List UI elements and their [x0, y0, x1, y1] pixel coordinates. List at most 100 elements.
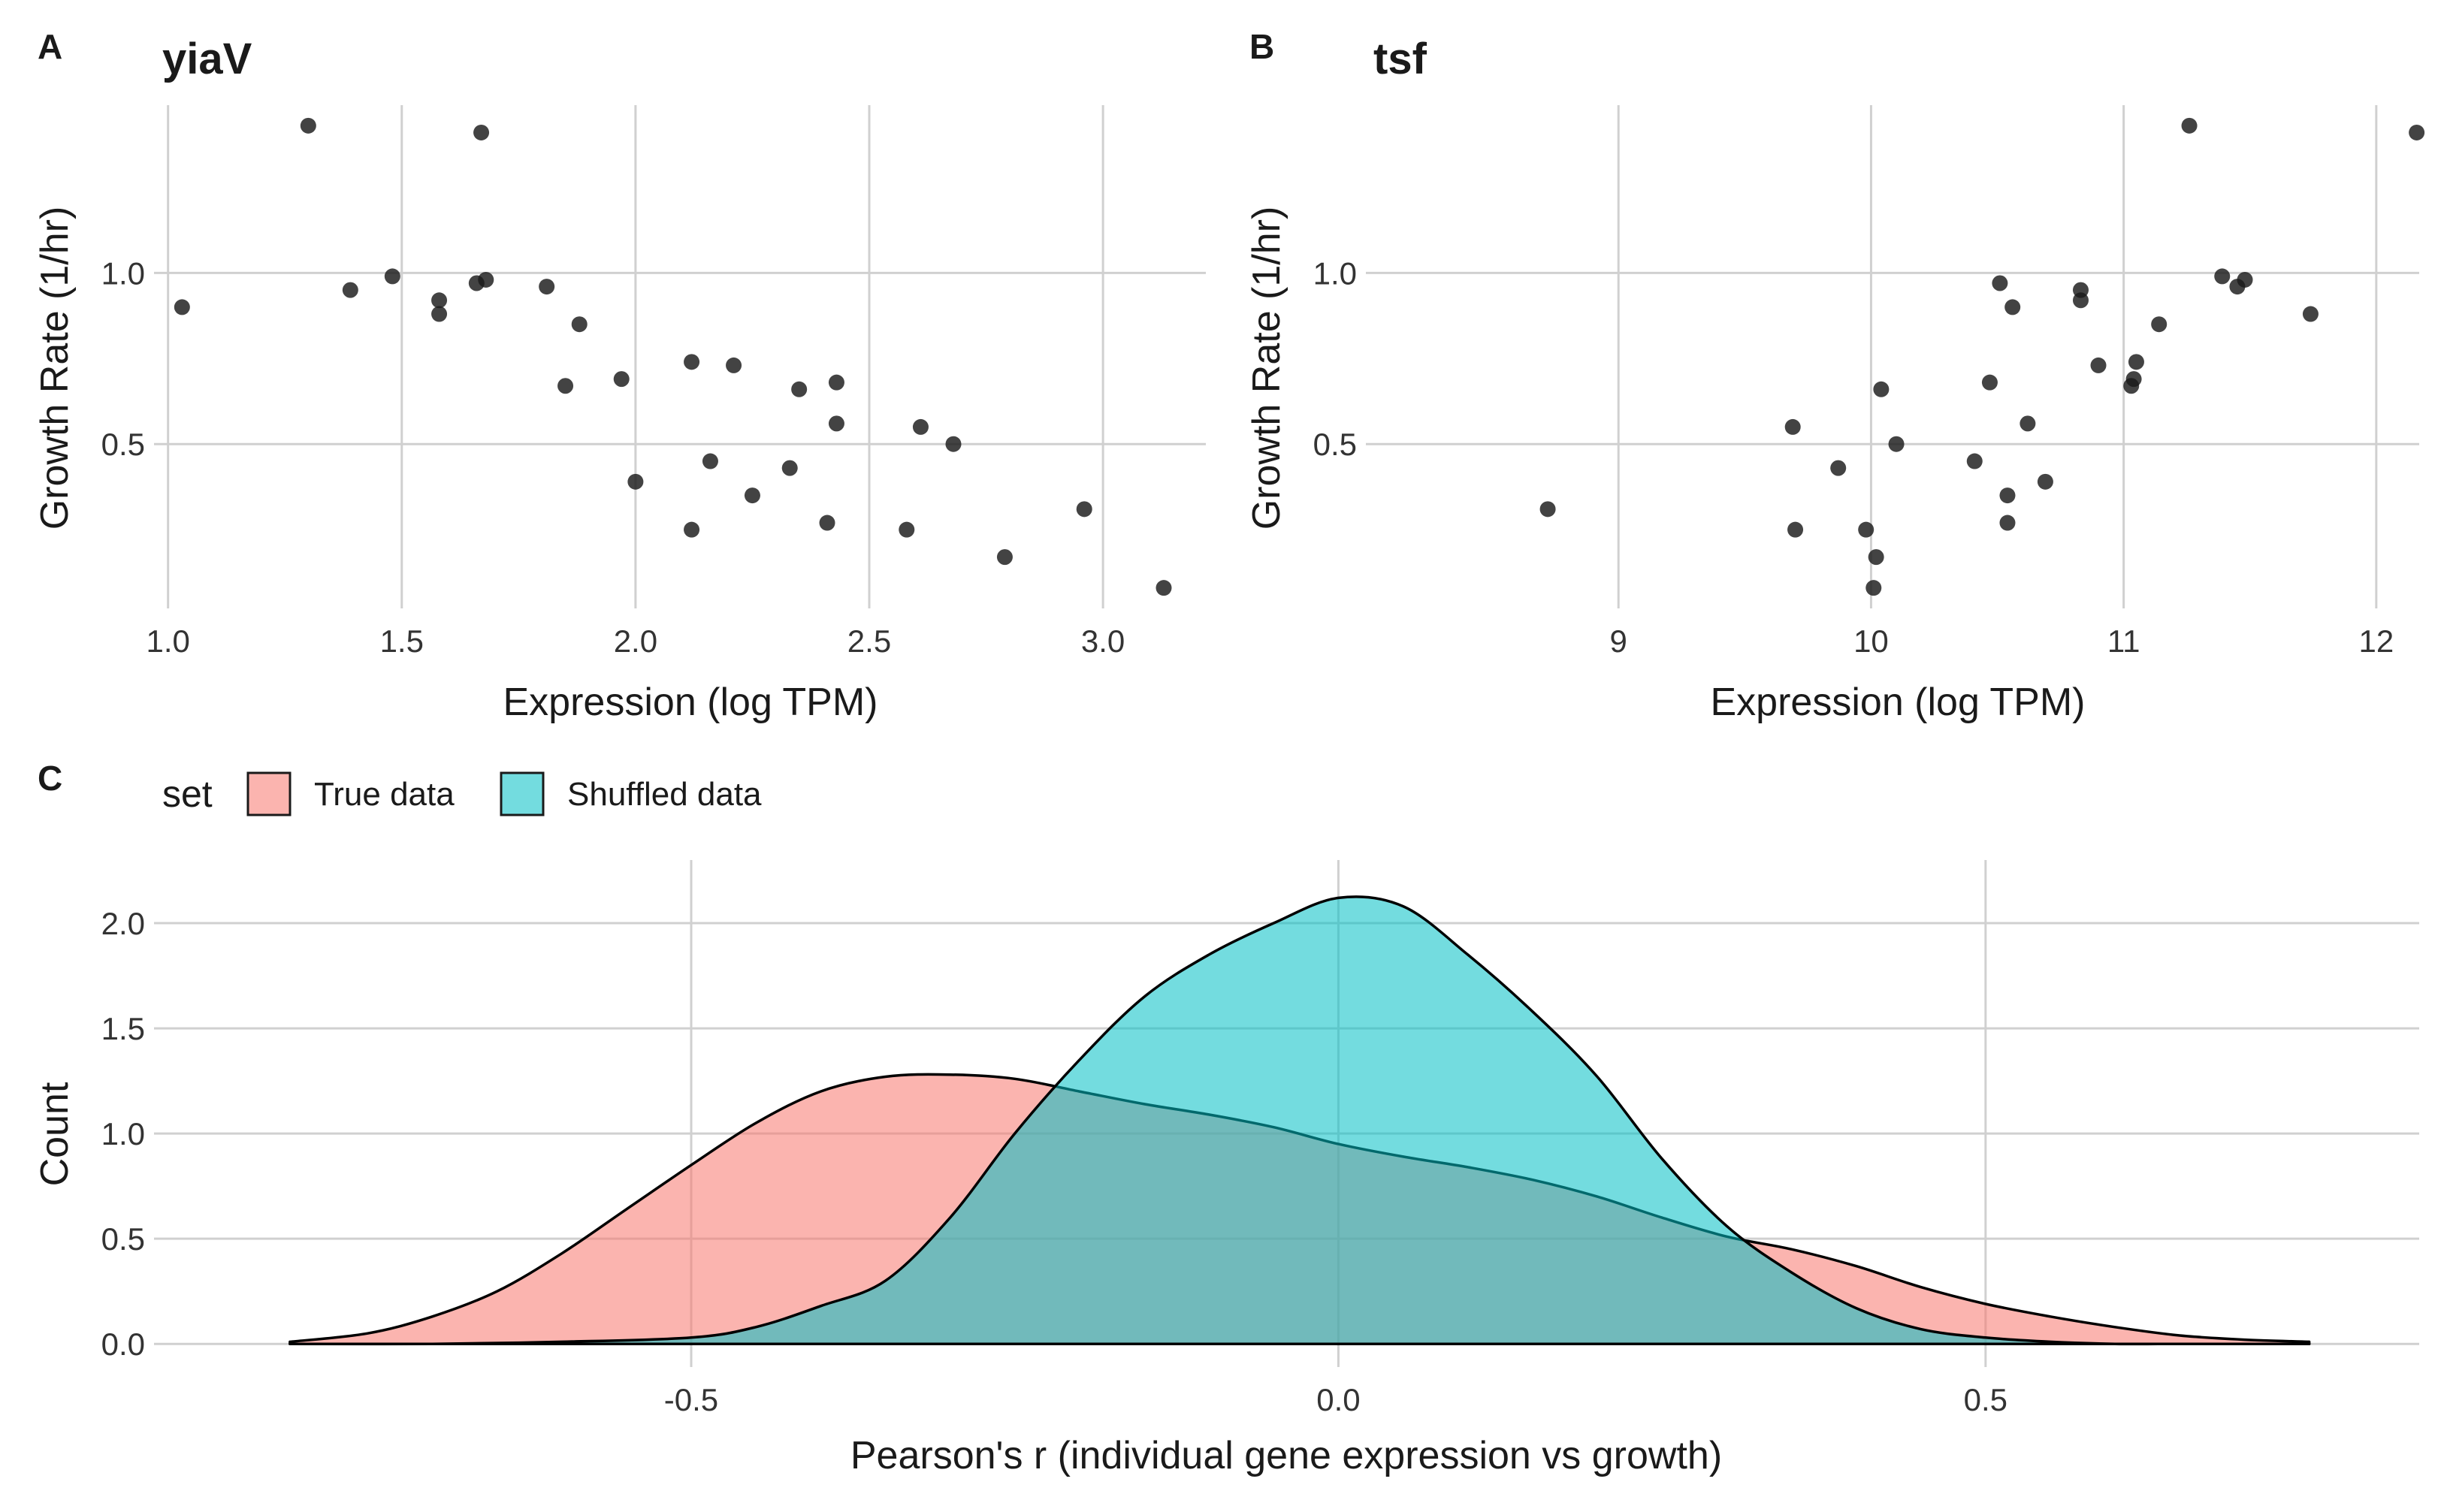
panel-c-density-areas: [289, 895, 2311, 1346]
panel-b-data-point: [2302, 306, 2319, 322]
panel-a-data-point: [1156, 580, 1172, 596]
panel-b-x-tick-label: 9: [1610, 623, 1627, 659]
panel-a-data-point: [945, 436, 962, 452]
panel-b-data-point: [1888, 436, 1905, 452]
panel-b-data-point: [1999, 515, 2016, 531]
panel-a-data-point: [431, 292, 448, 309]
panel-c-y-tick-label: 1.0: [101, 1116, 145, 1151]
panel-b-data-point: [1966, 453, 1983, 469]
panel-a-data-point: [899, 521, 915, 538]
panel-a-data-point: [431, 306, 448, 322]
panel-b-scatter: B tsf 9 10 11 12 0.5 1.0 Expression (log TPM)…: [1245, 27, 2425, 724]
panel-a-points: [174, 117, 1172, 596]
panel-c-density: C set True data Shuffled data -0.5 0.0 0.5…: [33, 759, 2419, 1477]
panel-a-data-point: [996, 549, 1013, 566]
panel-b-data-point: [1787, 521, 1804, 538]
panel-b-ticks: 9 10 11 12 0.5 1.0: [1313, 255, 2394, 659]
panel-b-data-point: [2409, 124, 2425, 140]
panel-b-x-tick-label: 11: [2107, 623, 2140, 659]
panel-c-y-tick-label: 1.5: [101, 1011, 145, 1046]
panel-b-tag: B: [1249, 27, 1274, 66]
panel-c-x-tick-label: -0.5: [664, 1382, 718, 1417]
panel-b-data-point: [2181, 117, 2198, 134]
panel-b-data-point: [2020, 415, 2036, 432]
panel-a-y-tick-label: 0.5: [101, 427, 145, 462]
panel-a-data-point: [571, 316, 588, 333]
panel-b-data-point: [1992, 275, 2008, 291]
panel-b-data-point: [2125, 371, 2142, 388]
panel-b-y-tick-label: 0.5: [1313, 427, 1357, 462]
panel-a-x-axis-label: Expression (log TPM): [503, 681, 878, 724]
panel-a-scatter: A yiaV 1.0 1.5 2.0 2.5 3.0 0.5 1.0 Expression …: [33, 27, 1206, 724]
panel-c-tag: C: [38, 759, 62, 798]
panel-c-y-axis-label: Count: [33, 1082, 77, 1186]
panel-b-points: [1539, 117, 2425, 596]
panel-b-grid: [1366, 105, 2419, 608]
panel-a-data-point: [473, 124, 490, 140]
panel-c-y-tick-label: 0.5: [101, 1221, 145, 1257]
panel-b-data-point: [1981, 374, 1998, 391]
panel-a-x-tick-label: 3.0: [1081, 623, 1125, 659]
legend-swatch-true-data: [246, 771, 292, 816]
legend: set True data Shuffled data: [162, 771, 762, 816]
panel-c-x-tick-label: 0.5: [1964, 1382, 2007, 1417]
panel-c-ticks: -0.5 0.0 0.5 0.0 0.5 1.0 1.5 2.0: [101, 906, 2007, 1417]
panel-a-data-point: [744, 487, 760, 504]
panel-a-data-point: [613, 371, 630, 388]
panel-a-y-tick-label: 1.0: [101, 255, 145, 291]
panel-b-data-point: [2004, 299, 2021, 315]
panel-b-y-tick-label: 1.0: [1313, 255, 1357, 291]
panel-a-data-point: [300, 117, 316, 134]
panel-b-data-point: [1784, 418, 1801, 435]
panel-a-data-point: [702, 453, 718, 469]
legend-label-true-data: True data: [314, 776, 455, 813]
panel-a-data-point: [1076, 501, 1092, 518]
panel-b-data-point: [2214, 268, 2231, 285]
panel-a-data-point: [478, 271, 494, 288]
panel-b-data-point: [2037, 473, 2053, 490]
panel-a-x-tick-label: 1.5: [380, 623, 424, 659]
panel-b-data-point: [2237, 271, 2253, 288]
panel-a-data-point: [819, 515, 835, 531]
panel-a-data-point: [912, 418, 929, 435]
panel-b-data-point: [2090, 357, 2107, 373]
panel-b-x-axis-label: Expression (log TPM): [1711, 681, 2086, 724]
panel-b-y-axis-label: Growth Rate (1/hr): [1245, 207, 1288, 530]
legend-swatch-shuffled-data: [500, 771, 545, 816]
panel-a-data-point: [828, 415, 844, 432]
legend-label-shuffled-data: Shuffled data: [567, 776, 762, 813]
panel-b-data-point: [1830, 460, 1847, 476]
panel-b-data-point: [1858, 521, 1875, 538]
panel-a-data-point: [828, 374, 844, 391]
panel-a-ticks: 1.0 1.5 2.0 2.5 3.0 0.5 1.0: [101, 255, 1125, 659]
panel-b-data-point: [2151, 316, 2168, 333]
panel-a-data-point: [781, 460, 798, 476]
panel-b-data-point: [1873, 381, 1890, 397]
panel-a-x-tick-label: 2.0: [614, 623, 657, 659]
panel-a-title: yiaV: [162, 35, 252, 83]
panel-a-data-point: [539, 279, 555, 295]
panel-a-data-point: [684, 354, 700, 370]
panel-a-grid: [154, 105, 1206, 608]
panel-a-data-point: [684, 521, 700, 538]
panel-b-data-point: [2128, 354, 2144, 370]
panel-b-data-point: [1865, 580, 1882, 596]
panel-c-x-axis-label: Pearson's r (individual gene expression …: [850, 1434, 1722, 1477]
panel-b-data-point: [1539, 501, 1556, 518]
panel-c-x-tick-label: 0.0: [1316, 1382, 1360, 1417]
panel-b-data-point: [1999, 487, 2016, 504]
panel-a-x-tick-label: 1.0: [146, 623, 189, 659]
panel-b-data-point: [2072, 282, 2089, 298]
panel-b-data-point: [1868, 549, 1884, 566]
panel-a-data-point: [384, 268, 400, 285]
panel-a-data-point: [627, 473, 644, 490]
panel-a-data-point: [342, 282, 358, 298]
panel-a-data-point: [726, 357, 742, 373]
panel-a-data-point: [791, 381, 808, 397]
panel-a-x-tick-label: 2.5: [847, 623, 891, 659]
panel-a-y-axis-label: Growth Rate (1/hr): [33, 207, 77, 530]
panel-a-data-point: [174, 299, 190, 315]
panel-a-data-point: [557, 378, 574, 394]
panel-c-y-tick-label: 0.0: [101, 1326, 145, 1362]
